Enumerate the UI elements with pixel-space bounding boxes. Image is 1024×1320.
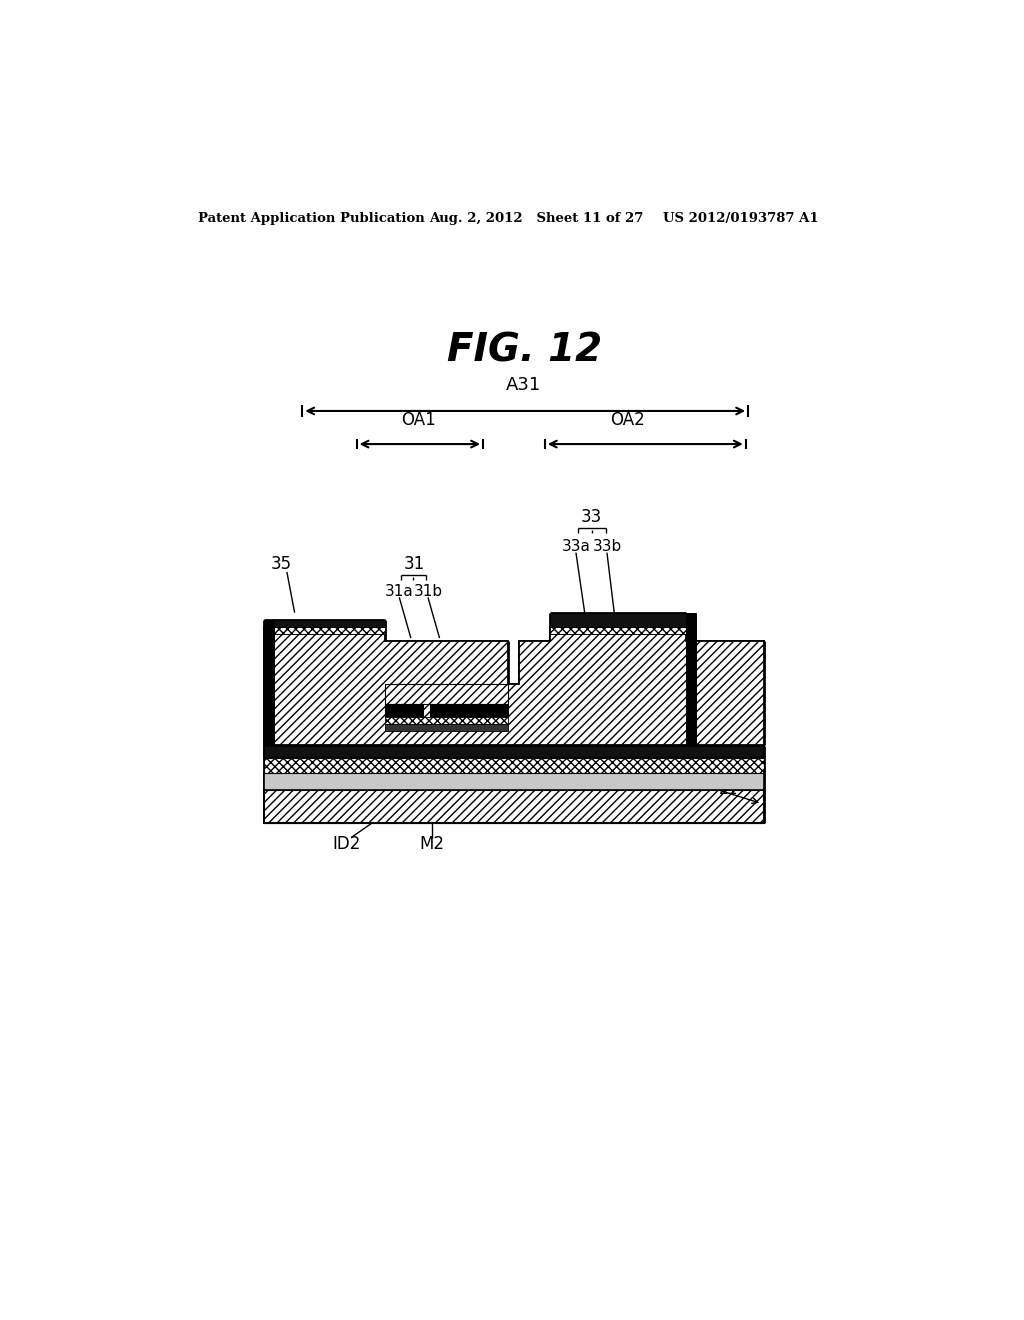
Text: 31b: 31b xyxy=(414,583,442,599)
Polygon shape xyxy=(686,612,696,744)
Text: M2: M2 xyxy=(419,834,444,853)
Text: Aug. 2, 2012   Sheet 11 of 27: Aug. 2, 2012 Sheet 11 of 27 xyxy=(429,213,643,224)
Text: 33b: 33b xyxy=(592,539,622,554)
Polygon shape xyxy=(385,684,508,705)
Text: 33a: 33a xyxy=(561,539,591,554)
Text: 21: 21 xyxy=(719,783,738,797)
Polygon shape xyxy=(263,789,764,822)
Text: OA1: OA1 xyxy=(401,412,436,429)
Polygon shape xyxy=(263,774,764,789)
Text: 31a: 31a xyxy=(385,583,414,599)
Text: 25: 25 xyxy=(719,744,738,759)
Polygon shape xyxy=(430,705,508,717)
Polygon shape xyxy=(263,758,764,774)
Polygon shape xyxy=(263,627,385,635)
Text: A31: A31 xyxy=(506,376,541,395)
Polygon shape xyxy=(385,723,508,730)
Text: 27: 27 xyxy=(719,730,738,744)
Text: ID2: ID2 xyxy=(333,834,360,853)
Polygon shape xyxy=(263,620,273,744)
Text: 35: 35 xyxy=(271,556,292,573)
Text: Patent Application Publication: Patent Application Publication xyxy=(198,213,425,224)
Polygon shape xyxy=(385,717,508,723)
Text: FIG. 12: FIG. 12 xyxy=(447,331,602,370)
Polygon shape xyxy=(550,627,686,635)
Text: 33: 33 xyxy=(581,508,602,527)
Text: 35: 35 xyxy=(703,652,725,671)
Polygon shape xyxy=(263,627,764,744)
Polygon shape xyxy=(385,705,423,717)
Text: OA2: OA2 xyxy=(610,412,645,429)
Polygon shape xyxy=(550,612,686,627)
Text: 31: 31 xyxy=(404,556,425,573)
Text: 23: 23 xyxy=(719,762,738,776)
Polygon shape xyxy=(263,746,764,758)
Text: US 2012/0193787 A1: US 2012/0193787 A1 xyxy=(663,213,818,224)
Polygon shape xyxy=(263,620,385,627)
